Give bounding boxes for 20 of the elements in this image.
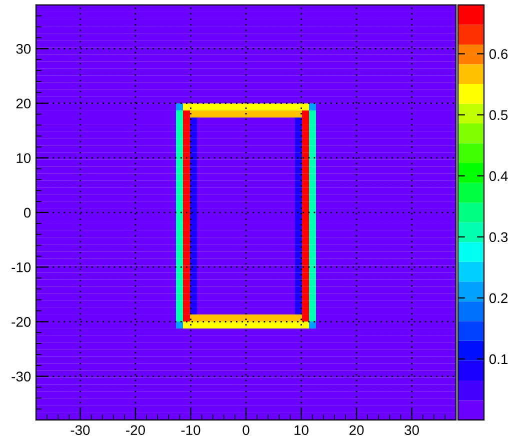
- y-tick-label: -30: [12, 372, 31, 382]
- color-bar-label: 0.6: [489, 49, 508, 59]
- color-bar-label: 0.3: [489, 232, 508, 242]
- y-tick-label: 10: [16, 153, 31, 164]
- color-bar-label: 0.4: [489, 171, 508, 182]
- x-tick-label: 10: [294, 425, 308, 436]
- x-tick-label: -10: [181, 425, 200, 436]
- x-tick-label: -30: [70, 425, 90, 436]
- color-bar-label: 0.1: [489, 354, 508, 364]
- y-tick-label: -20: [12, 317, 31, 327]
- x-tick-label: 20: [349, 425, 364, 436]
- y-tick-label: 0: [24, 208, 31, 218]
- y-tick-label: 30: [16, 44, 31, 54]
- y-tick-label: 20: [16, 98, 31, 108]
- y-tick-label: -10: [12, 262, 31, 272]
- x-tick-label: 0: [242, 425, 250, 436]
- x-tick-label: 30: [404, 425, 419, 436]
- color-bar-label: 0.5: [489, 110, 508, 120]
- x-tick-label: -20: [126, 425, 145, 436]
- color-bar-label: 0.2: [489, 293, 508, 304]
